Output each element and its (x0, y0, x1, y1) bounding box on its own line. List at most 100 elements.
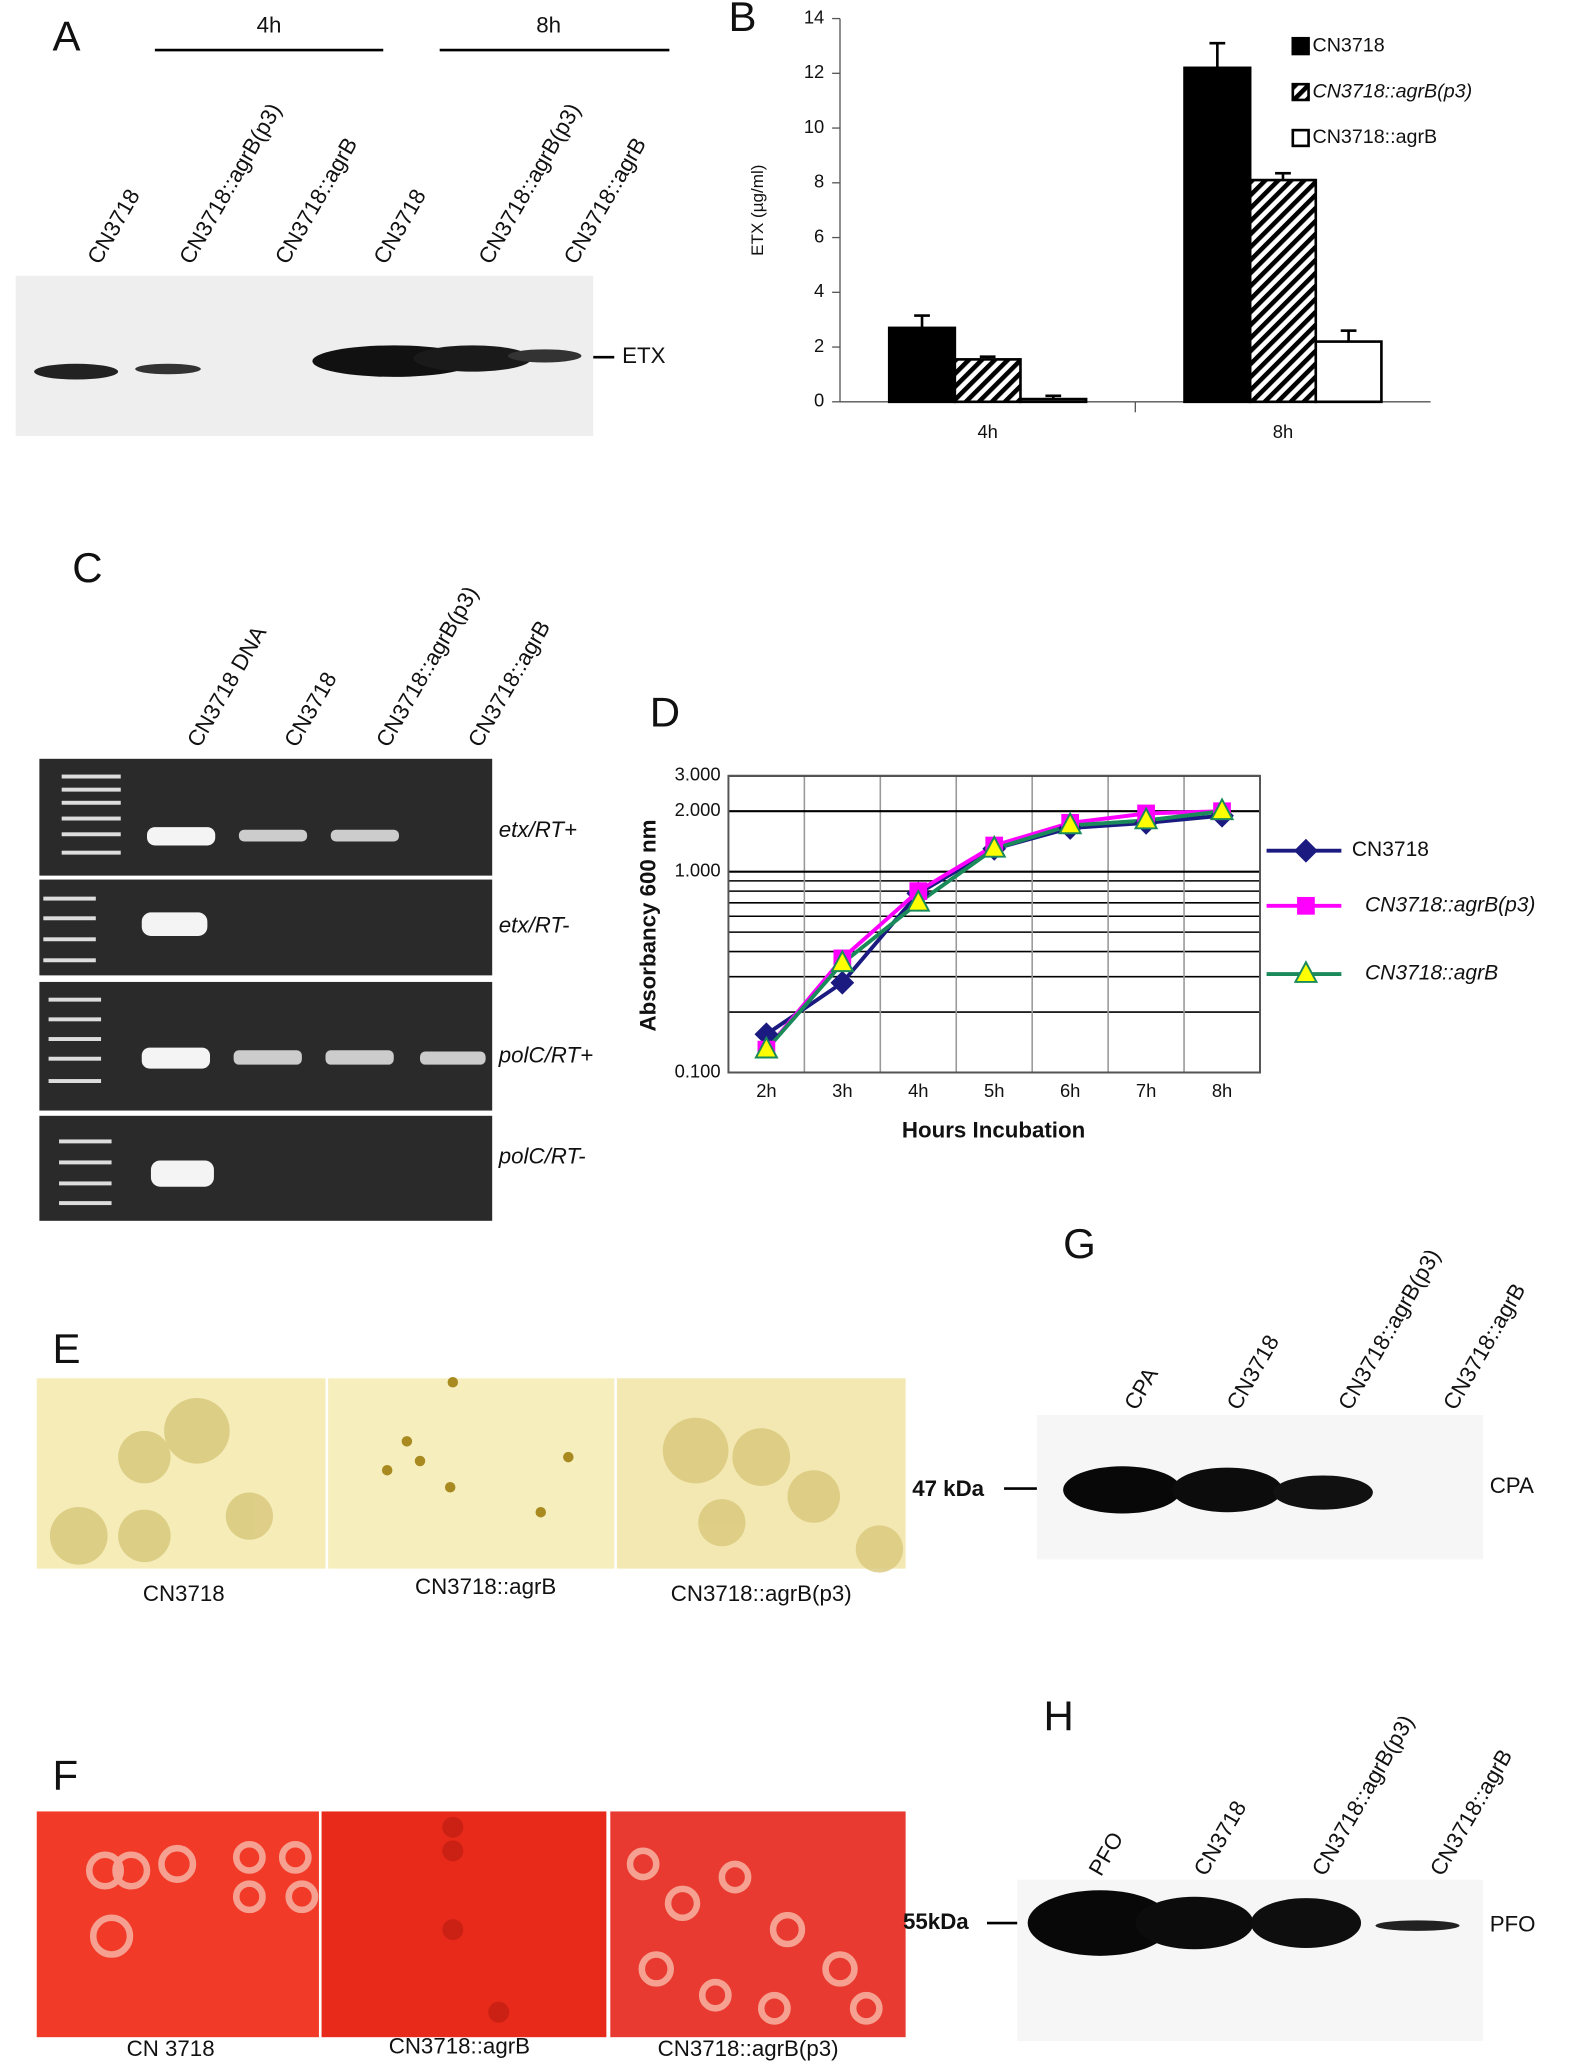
bar (1183, 66, 1252, 404)
panel-e: E CN3718 CN3718::agrB CN3718::agrB(p3) (36, 1325, 906, 1606)
lane-label: CN3718 (1222, 1331, 1285, 1414)
y-tick-label: 14 (804, 6, 824, 27)
panel-label: B (728, 0, 756, 40)
row-label: etx/RT+ (499, 817, 577, 842)
panel-label: E (53, 1325, 81, 1372)
legend-entry: CN3718 (1352, 838, 1429, 861)
marker (1293, 960, 1319, 983)
panel-a: A 4h 8h ETX (15, 12, 670, 436)
marker (906, 888, 931, 912)
gel (39, 1115, 493, 1221)
band-label: ETX (622, 343, 665, 368)
bar (887, 326, 957, 404)
marker (1297, 896, 1315, 915)
band (1135, 1896, 1254, 1950)
y-axis-label: ETX (µg/ml) (748, 165, 767, 256)
band-label: CPA (1490, 1473, 1534, 1498)
y-tick-label: 10 (804, 116, 824, 137)
lane-label: CN3718::agrB(p3) (1307, 1711, 1419, 1880)
marker (1209, 797, 1235, 821)
y-tick-label: 2.000 (675, 799, 721, 820)
size-marker: 47 kDa (912, 1476, 984, 1501)
panel-h: H 55kDa PFO (903, 1693, 1536, 2042)
lane-label: CN3718::agrB (1438, 1279, 1530, 1414)
row-label: polC/RT- (498, 1144, 586, 1169)
band (1063, 1466, 1182, 1514)
marker (830, 949, 855, 973)
band (413, 345, 532, 372)
band (1250, 1898, 1362, 1948)
colonies (381, 1377, 574, 1518)
time-label: 4h (257, 12, 282, 37)
panel-g: G 47 kDa CPA (912, 1220, 1534, 1560)
lane-label: CN3718 (82, 185, 145, 268)
lane-label: CN3718::agrB(p3) (371, 582, 483, 751)
x-tick-label: 5h (984, 1080, 1004, 1101)
panel-label: G (1063, 1220, 1096, 1267)
y-tick-label: 2 (814, 335, 824, 356)
band (507, 349, 582, 363)
marker (754, 1035, 779, 1059)
gel (39, 879, 493, 976)
y-tick-label: 8 (814, 171, 824, 192)
colonies (49, 1398, 903, 1573)
legend-entry: CN3718 (1313, 34, 1385, 56)
colonies (442, 1816, 510, 2023)
gel (39, 981, 493, 1111)
row-label: etx/RT- (499, 913, 570, 938)
marker (982, 834, 1007, 858)
y-tick-label: 4 (814, 280, 824, 301)
y-tick-label: 6 (814, 225, 824, 246)
x-tick-label: 3h (832, 1080, 852, 1101)
panel-f: F CN 3718 CN3718::agrB CN3718::agrB(p3) (36, 1752, 906, 2061)
band (1172, 1467, 1283, 1513)
lane-label: CN3718::agrB (270, 133, 362, 268)
time-label: 8h (536, 12, 561, 37)
marker (1133, 806, 1159, 830)
lane-label: CN3718 (279, 668, 342, 751)
x-tick-label: 6h (1060, 1080, 1080, 1101)
y-tick-label: 0.100 (675, 1060, 721, 1081)
plot-frame (727, 774, 1261, 1074)
legend-entry: CN3718::agrB(p3) (1313, 80, 1473, 102)
bar (1314, 340, 1383, 404)
lane-label: CN3718::agrB (463, 616, 555, 751)
lane-label: CN3718 (368, 185, 431, 268)
band-label: PFO (1490, 1912, 1536, 1937)
legend-swatch (1291, 82, 1310, 102)
x-tick-label: 2h (756, 1080, 776, 1101)
y-tick-label: 12 (804, 61, 824, 82)
photo (328, 1378, 615, 1569)
bar (1019, 397, 1088, 404)
photo (321, 1811, 607, 2038)
y-axis-label: Absorbancy 600 nm (636, 820, 661, 1032)
panel-label: D (650, 689, 680, 736)
bar (1248, 178, 1318, 404)
x-tick-label: 7h (1136, 1080, 1156, 1101)
panel-label: H (1043, 1693, 1073, 1740)
ladder (43, 774, 121, 1206)
marker (1294, 838, 1318, 863)
caption: CN 3718 (127, 2036, 215, 2061)
x-tick-label: 4h (908, 1080, 928, 1101)
caption: CN3718::agrB (389, 2034, 530, 2059)
band (1273, 1475, 1373, 1510)
lane-label: CN3718::agrB(p3) (174, 99, 286, 268)
panel-label: C (72, 544, 102, 591)
band (1375, 1920, 1460, 1931)
marker (830, 970, 855, 995)
panel-label: F (53, 1752, 79, 1799)
y-tick-label: 0 (814, 390, 824, 411)
caption: CN3718::agrB (415, 1574, 556, 1599)
lane-label: CN3718::agrB (1425, 1745, 1517, 1880)
size-marker: 55kDa (903, 1909, 969, 1934)
x-tick-label: 8h (1212, 1080, 1232, 1101)
y-tick-label: 1.000 (675, 860, 721, 881)
lane-label: CPA (1119, 1363, 1163, 1414)
legend-entry: CN3718::agrB (1365, 962, 1498, 985)
y-tick-label: 3.000 (675, 764, 721, 785)
band (34, 363, 119, 380)
caption: CN3718::agrB(p3) (671, 1581, 852, 1606)
marker (1058, 811, 1083, 835)
